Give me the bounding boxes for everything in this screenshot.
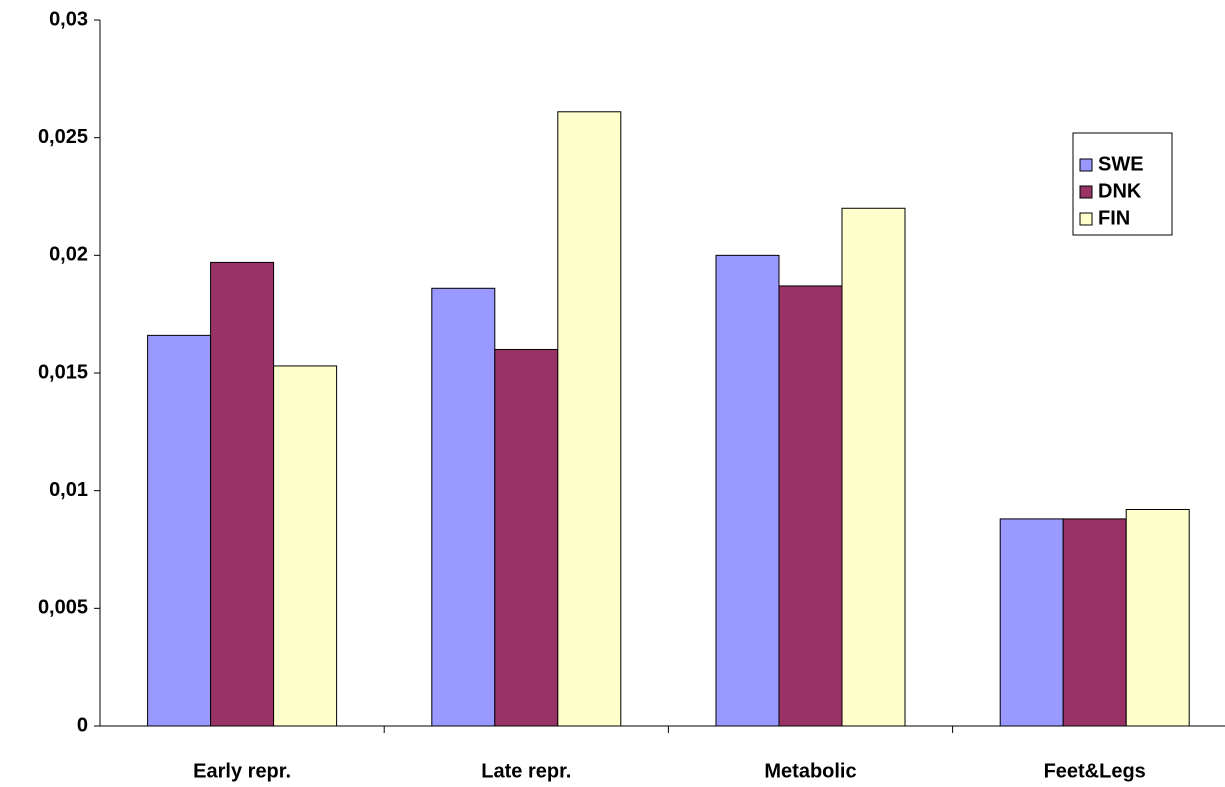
bar <box>1062 518 1127 727</box>
y-tick-label: 0 <box>77 714 88 736</box>
bar <box>557 111 622 727</box>
y-tick-label: 0,025 <box>38 126 88 148</box>
legend-swatch <box>1079 185 1093 199</box>
legend-label: SWE <box>1098 153 1144 175</box>
x-tick-label: Early repr. <box>193 760 291 782</box>
bar <box>1125 508 1190 727</box>
bar <box>210 261 275 727</box>
bar <box>841 207 906 727</box>
x-tick-label: Late repr. <box>481 760 571 782</box>
y-tick-label: 0,005 <box>38 597 88 619</box>
legend-label: FIN <box>1098 207 1130 229</box>
legend-label: DNK <box>1098 180 1142 202</box>
y-tick-label: 0,01 <box>49 479 88 501</box>
legend-swatch <box>1079 158 1093 172</box>
y-tick-label: 0,03 <box>49 8 88 30</box>
bar <box>778 285 843 727</box>
bar <box>999 518 1064 727</box>
x-tick-label: Metabolic <box>764 760 856 782</box>
y-tick-label: 0,02 <box>49 244 88 266</box>
bar <box>273 365 338 727</box>
bar <box>494 348 559 727</box>
y-tick-label: 0,015 <box>38 361 88 383</box>
x-tick-label: Feet&Legs <box>1044 760 1146 782</box>
bar <box>147 334 212 727</box>
bar <box>715 254 780 727</box>
bar <box>431 287 496 727</box>
legend-swatch <box>1079 212 1093 226</box>
